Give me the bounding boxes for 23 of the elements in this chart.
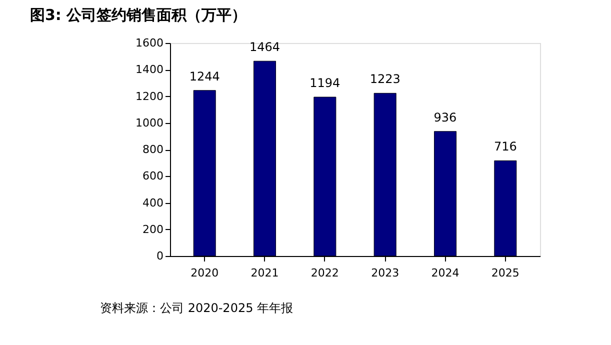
y-tick-label: 800 [142,143,164,156]
data-label: 1194 [310,76,340,90]
x-tick-label: 2022 [310,266,339,280]
data-label: 716 [494,140,517,154]
x-tick-label: 2023 [371,266,400,280]
x-tick-label: 2021 [250,266,279,280]
data-label: 1244 [189,69,220,84]
y-tick-label: 0 [156,250,164,262]
x-tick-label: 2024 [431,266,460,280]
data-label: 1464 [249,40,280,54]
y-tick-label: 1600 [136,36,164,50]
y-tick-label: 1000 [136,116,164,130]
chart-title: 图3: 公司签约销售面积（万平） [30,6,247,24]
text: 资料来源：公司 2020-2025 年年报 [100,301,294,315]
x-tick-label: 2025 [491,266,520,280]
data-label: 1223 [370,72,400,86]
data-label: 936 [434,110,457,124]
x-tick-label: 2020 [190,266,219,280]
y-tick-label: 600 [142,170,164,183]
y-tick-label: 200 [142,222,164,236]
y-tick-label: 1400 [136,63,164,76]
y-tick-label: 400 [142,196,164,210]
y-tick-label: 1200 [136,90,164,103]
